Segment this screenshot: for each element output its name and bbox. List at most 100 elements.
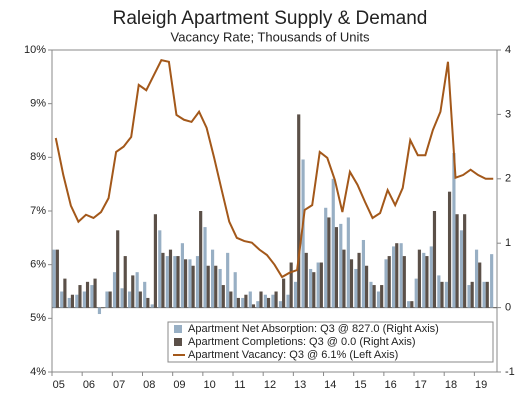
- x-tick-label: 17: [415, 379, 427, 391]
- legend-swatch: [174, 338, 182, 346]
- bar: [120, 288, 124, 308]
- bar: [85, 281, 90, 308]
- bar: [467, 285, 471, 308]
- bar: [116, 230, 120, 308]
- bar: [463, 214, 467, 308]
- bar: [293, 281, 298, 308]
- bar: [195, 256, 200, 308]
- bar: [168, 249, 173, 308]
- bar: [146, 297, 150, 308]
- bar: [493, 307, 497, 309]
- bar: [93, 278, 97, 308]
- bar: [203, 227, 207, 308]
- y-tick-label: 4%: [30, 366, 46, 378]
- bar: [138, 291, 142, 308]
- bar: [131, 275, 135, 308]
- bar: [150, 304, 154, 308]
- y2-tick-label: 0: [505, 302, 511, 314]
- bar: [444, 281, 448, 308]
- bar: [490, 254, 494, 308]
- bar: [447, 191, 452, 308]
- bar: [387, 256, 391, 308]
- bar: [452, 153, 456, 308]
- bar: [259, 291, 263, 308]
- bar: [395, 243, 399, 308]
- bar: [392, 246, 396, 308]
- bar: [90, 285, 94, 308]
- bar: [218, 268, 222, 308]
- bar: [365, 265, 369, 308]
- x-tick-label: 14: [324, 379, 336, 391]
- chart-subtitle: Vacancy Rate; Thousands of Units: [171, 29, 370, 44]
- bar: [263, 294, 267, 308]
- bar: [432, 211, 437, 308]
- bar: [82, 291, 86, 308]
- x-tick-label: 05: [53, 379, 65, 391]
- bar: [384, 259, 388, 308]
- legend-label: Apartment Completions: Q3 @ 0.0 (Right A…: [188, 336, 416, 348]
- bar: [474, 249, 479, 308]
- y-tick-label: 6%: [30, 259, 46, 271]
- bar: [324, 207, 328, 308]
- bar: [437, 275, 441, 308]
- x-tick-label: 18: [445, 379, 457, 391]
- y2-tick-label: 1: [505, 237, 511, 249]
- bar: [407, 301, 411, 308]
- bar: [312, 272, 316, 308]
- bar: [143, 281, 147, 308]
- x-tick-label: 11: [234, 379, 245, 391]
- legend-swatch: [174, 325, 182, 333]
- bar: [319, 262, 323, 308]
- bar: [153, 214, 157, 308]
- bar: [191, 265, 195, 308]
- bar: [440, 281, 444, 308]
- x-tick-label: 09: [173, 379, 185, 391]
- bar: [266, 297, 271, 308]
- y2-tick-label: 2: [505, 173, 511, 185]
- bar: [429, 246, 433, 308]
- bar: [485, 281, 489, 308]
- bar: [301, 159, 305, 308]
- x-tick-label: 06: [83, 379, 95, 391]
- x-tick-label: 19: [475, 379, 487, 391]
- legend-label: Apartment Net Absorption: Q3 @ 827.0 (Ri…: [188, 323, 439, 335]
- bar: [357, 252, 361, 308]
- bar: [482, 281, 486, 308]
- bar: [214, 265, 218, 308]
- line: [54, 59, 494, 279]
- y2-tick-label: 3: [505, 108, 511, 120]
- y-tick-label: 8%: [30, 151, 46, 163]
- x-tick-label: 10: [203, 379, 215, 391]
- bar: [210, 249, 215, 308]
- bar: [158, 230, 162, 308]
- bar: [67, 297, 71, 308]
- bar: [105, 291, 109, 308]
- bar: [221, 285, 225, 308]
- bar: [309, 268, 313, 308]
- bar: [112, 272, 117, 308]
- x-tick-label: 16: [385, 379, 397, 391]
- bar: [369, 281, 373, 308]
- bar: [165, 256, 169, 308]
- bar: [410, 301, 414, 308]
- bar: [380, 285, 384, 308]
- bar: [206, 265, 210, 308]
- bar: [402, 256, 406, 308]
- bar: [425, 256, 429, 308]
- bar: [417, 249, 421, 308]
- y-tick-label: 9%: [30, 98, 46, 110]
- bar: [349, 259, 354, 308]
- bar: [161, 252, 165, 308]
- bar: [183, 259, 188, 308]
- bar: [278, 301, 283, 308]
- bar: [304, 252, 308, 308]
- x-tick-label: 12: [264, 379, 276, 391]
- bar: [455, 214, 459, 308]
- bar: [60, 291, 64, 308]
- bar: [256, 301, 260, 308]
- bar: [339, 223, 343, 308]
- bar: [297, 114, 301, 308]
- bar: [470, 281, 474, 308]
- bar: [271, 294, 275, 308]
